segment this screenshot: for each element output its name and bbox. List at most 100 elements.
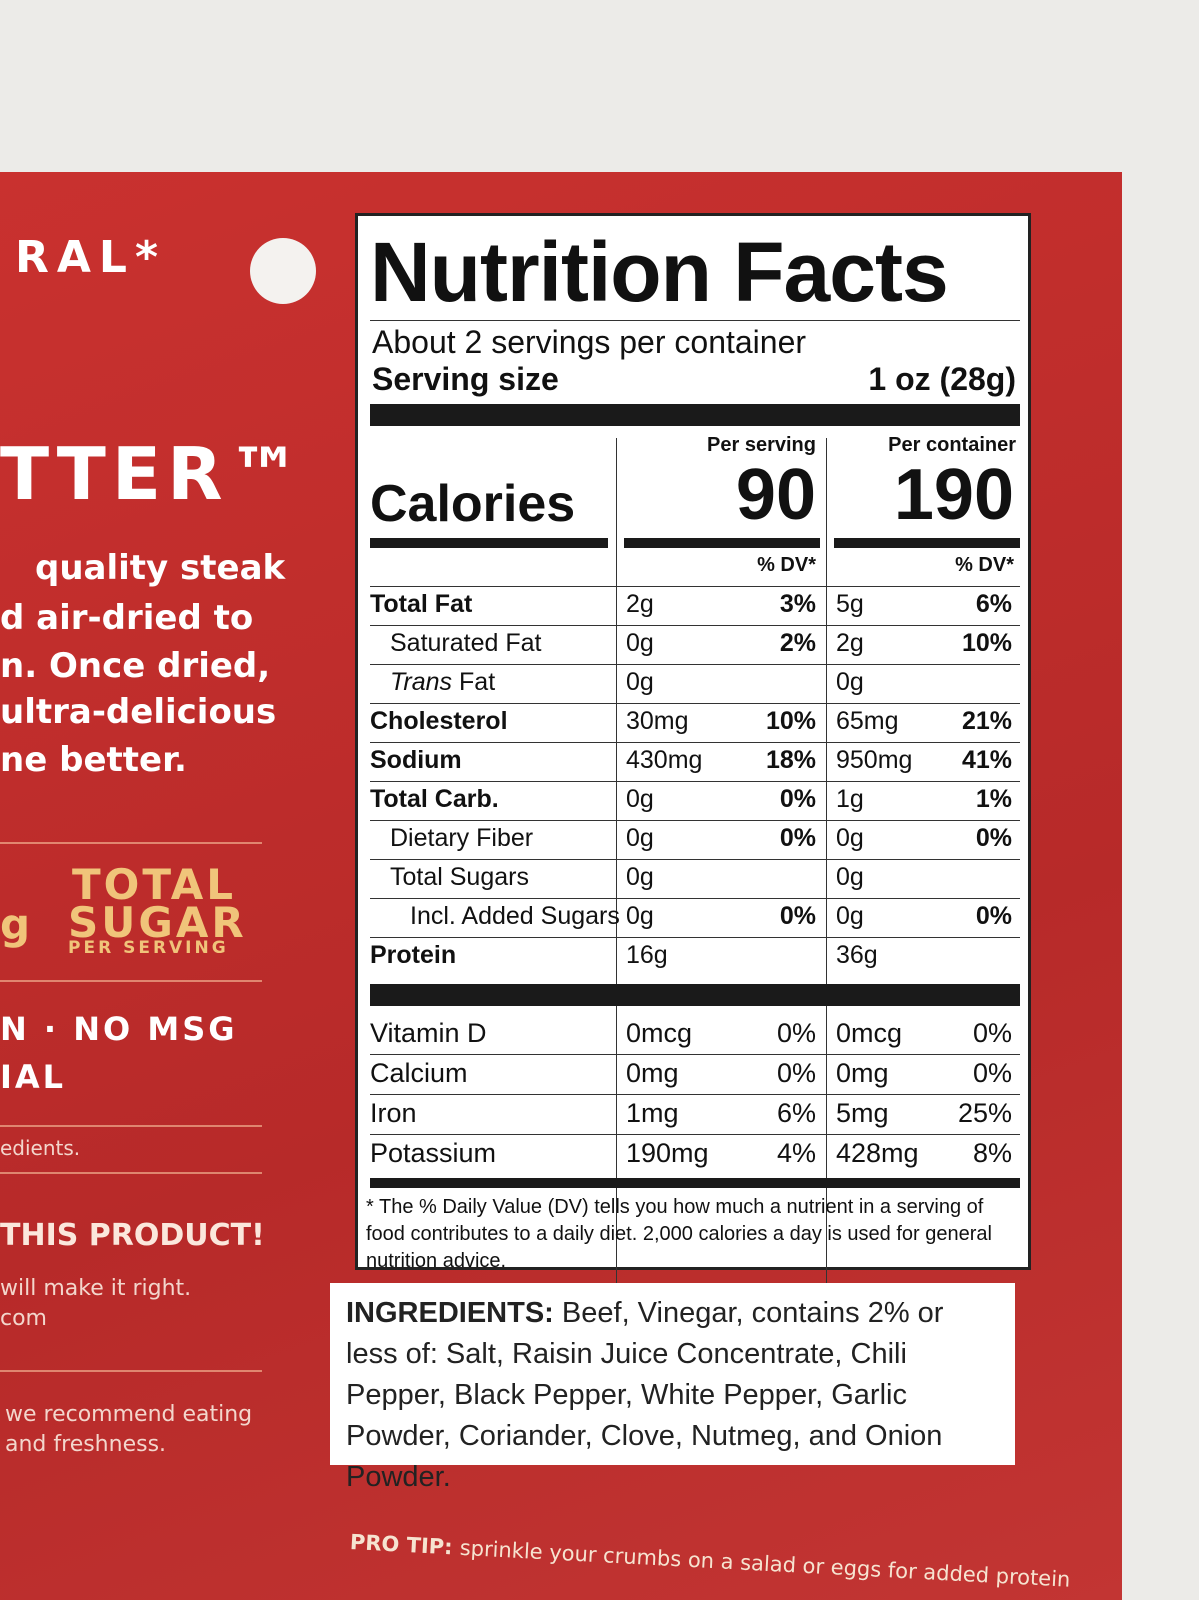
- amount-container: 0g: [836, 824, 864, 852]
- amount-serving: 0mg: [626, 1058, 679, 1088]
- amount-serving: 30mg: [626, 707, 689, 735]
- dv-serving: 3%: [779, 590, 816, 618]
- package-text: IAL: [0, 1058, 67, 1096]
- dv-serving: 18%: [765, 746, 816, 774]
- nutrition-label: Nutrition Facts About 2 servings per con…: [355, 213, 1031, 1396]
- nutrient-name: Calcium: [370, 1058, 468, 1089]
- package-text: ultra-delicious: [0, 692, 277, 732]
- amount-container: 2g: [836, 629, 864, 657]
- nutrient-name-italic: Trans: [390, 668, 453, 696]
- nutrient-name-text: Total Sugars: [390, 863, 529, 891]
- nutrient-name: Total Sugars: [390, 863, 529, 892]
- nutrient-name: Iron: [370, 1098, 417, 1129]
- ingredients-label: INGREDIENTS:: [346, 1297, 554, 1329]
- dv-container: 0%: [975, 902, 1012, 930]
- divider: [0, 1125, 262, 1127]
- servings: About 2 servings per container: [372, 324, 807, 360]
- package-text: THIS PRODUCT!: [0, 1218, 265, 1253]
- package-text: and freshness.: [5, 1432, 167, 1457]
- amount-serving: 0g: [626, 824, 654, 852]
- amount-serving: 430mg: [626, 746, 703, 774]
- package-text: RAL*: [15, 232, 166, 283]
- dv-serving: 0%: [779, 824, 816, 852]
- package-text: PER SERVING: [68, 938, 229, 958]
- dv-header: % DV*: [757, 554, 816, 576]
- package-text: com: [0, 1306, 47, 1331]
- calories-container: 190: [893, 455, 1014, 535]
- nutrient-name-text: Iron: [370, 1098, 417, 1128]
- nutrient-name-text: Saturated Fat: [390, 629, 542, 657]
- dv-header: % DV*: [955, 554, 1014, 576]
- amount-serving: 0g: [626, 785, 654, 813]
- nutrient-name-text: Total Fat: [370, 590, 473, 618]
- label-title: Nutrition Facts: [370, 225, 949, 319]
- nutrient-name-text: Sodium: [370, 746, 462, 774]
- nutrient-name-text: Incl. Added Sugars: [410, 902, 620, 930]
- package-text: N · NO MSG: [0, 1010, 238, 1048]
- nutrient-name: Total Fat: [370, 590, 472, 619]
- hang-hole: [250, 238, 316, 304]
- package-text: ne better.: [0, 740, 187, 780]
- nutrient-name: Protein: [370, 941, 456, 970]
- nutrient-name-text: Protein: [370, 941, 457, 969]
- calories-serving: 90: [735, 455, 816, 535]
- nutrient-name-text: Potassium: [370, 1138, 497, 1168]
- ingredients: INGREDIENTS: Beef, Vinegar, contains 2% …: [330, 1283, 1015, 1493]
- dv-serving: 10%: [765, 707, 816, 735]
- amount-container: 36g: [836, 941, 878, 969]
- package-text: g: [0, 900, 31, 949]
- dv-container: 0%: [975, 824, 1012, 852]
- amount-container: 1g: [836, 785, 864, 813]
- package-text: d air-dried to: [0, 598, 254, 638]
- amount-container: 0mcg: [836, 1018, 903, 1048]
- amount-container: 0mg: [836, 1058, 889, 1088]
- serving-size-label: Serving size: [372, 361, 559, 397]
- nutrient-name: Potassium: [370, 1138, 496, 1169]
- amount-container: 5g: [836, 590, 864, 618]
- amount-serving: 16g: [626, 941, 668, 969]
- per-serving-label: Per serving: [707, 434, 816, 456]
- nutrient-name-text: Vitamin D: [370, 1018, 487, 1048]
- nutrient-name-text: Fat: [459, 668, 496, 696]
- amount-serving: 0g: [626, 902, 654, 930]
- amount-container: 428mg: [836, 1138, 919, 1168]
- nutrient-name-text: Cholesterol: [370, 707, 508, 735]
- nutrient-name: Total Carb.: [370, 785, 499, 814]
- package-text: edients.: [0, 1136, 81, 1160]
- amount-serving: 190mg: [626, 1138, 709, 1168]
- divider: [0, 1172, 262, 1174]
- nutrient-name: Trans Fat: [390, 668, 495, 697]
- amount-container: 950mg: [836, 746, 913, 774]
- nutrient-name-text: Total Carb.: [370, 785, 499, 813]
- dv-serving: 0%: [776, 1058, 816, 1088]
- dv-container: 0%: [972, 1058, 1012, 1088]
- package-text: TOTAL: [72, 860, 237, 909]
- dv-container: 41%: [961, 746, 1012, 774]
- dv-container: 6%: [975, 590, 1012, 618]
- nutrient-name-text: Dietary Fiber: [390, 824, 534, 852]
- amount-serving: 1mg: [626, 1098, 679, 1128]
- amount-container: 0g: [836, 902, 864, 930]
- dv-serving: 0%: [779, 785, 816, 813]
- package-text: TTER™: [0, 432, 307, 516]
- divider: [0, 1370, 262, 1372]
- dv-container: 21%: [961, 707, 1012, 735]
- nutrient-name: Vitamin D: [370, 1018, 487, 1049]
- dv-serving: 4%: [776, 1138, 816, 1168]
- dv-serving: 0%: [776, 1018, 816, 1048]
- amount-container: 0g: [836, 863, 864, 891]
- package-text: n. Once dried,: [0, 646, 271, 686]
- dv-container: 25%: [957, 1098, 1012, 1128]
- amount-serving: 0g: [626, 668, 654, 696]
- nutrient-name: Saturated Fat: [390, 629, 541, 658]
- amount-container: 5mg: [836, 1098, 889, 1128]
- amount-serving: 0g: [626, 863, 654, 891]
- nutrient-name-text: Calcium: [370, 1058, 468, 1088]
- nutrient-name: Cholesterol: [370, 707, 508, 736]
- nutrient-name: Sodium: [370, 746, 462, 775]
- divider: [0, 980, 262, 982]
- serving-size-value: 1 oz (28g): [868, 361, 1016, 397]
- amount-container: 0g: [836, 668, 864, 696]
- dv-container: 0%: [972, 1018, 1012, 1048]
- dv-container: 1%: [975, 785, 1012, 813]
